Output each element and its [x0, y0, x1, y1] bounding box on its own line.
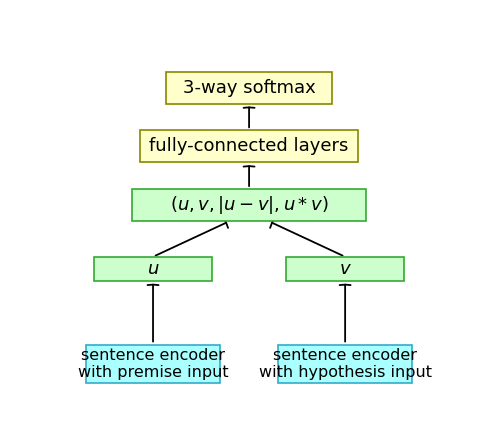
FancyBboxPatch shape — [166, 72, 332, 103]
Text: sentence encoder
with hypothesis input: sentence encoder with hypothesis input — [259, 347, 432, 380]
Text: $v$: $v$ — [339, 260, 351, 278]
FancyBboxPatch shape — [132, 189, 366, 221]
FancyBboxPatch shape — [140, 130, 358, 162]
Text: fully-connected layers: fully-connected layers — [149, 137, 349, 155]
FancyBboxPatch shape — [94, 257, 212, 281]
Text: 3-way softmax: 3-way softmax — [183, 78, 315, 96]
Text: sentence encoder
with premise input: sentence encoder with premise input — [78, 347, 228, 380]
Text: $u$: $u$ — [147, 260, 159, 278]
Text: $(u, v, |u - v|, u * v)$: $(u, v, |u - v|, u * v)$ — [170, 194, 329, 216]
FancyBboxPatch shape — [286, 257, 404, 281]
FancyBboxPatch shape — [86, 344, 220, 383]
FancyBboxPatch shape — [278, 344, 412, 383]
